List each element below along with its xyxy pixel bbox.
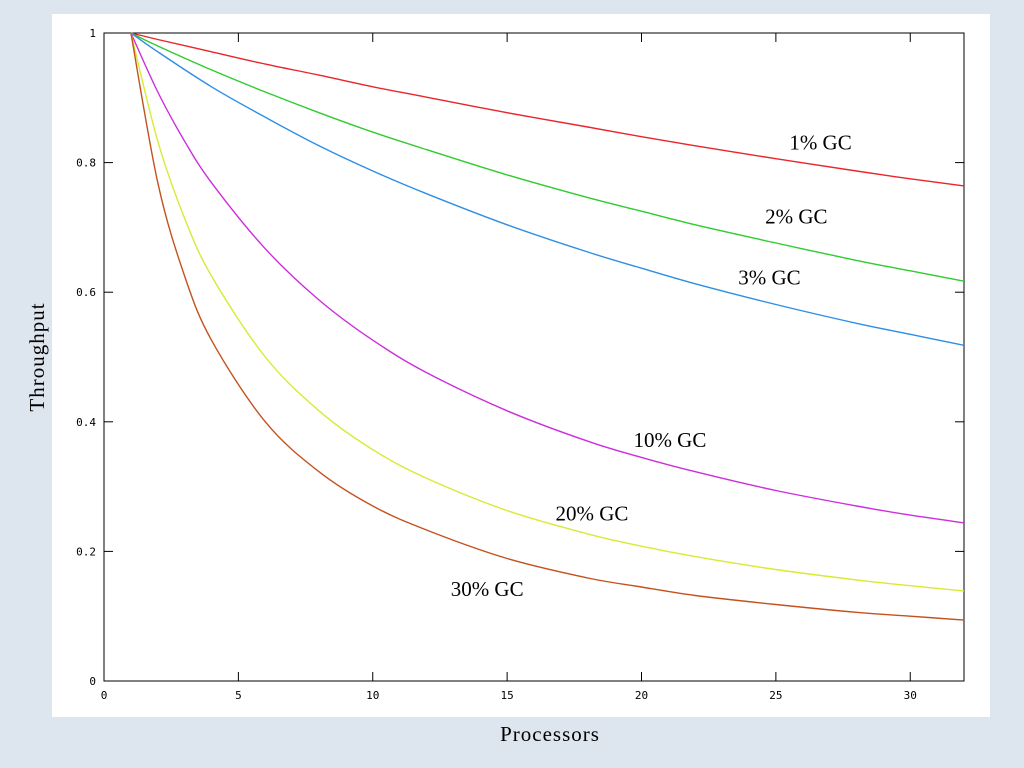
- series-line-10pct-gc: [130, 32, 965, 524]
- y-tick-label: 0.6: [76, 286, 96, 299]
- x-tick-label: 15: [501, 689, 514, 702]
- chart-panel: 0 5 10 15 20 25 30 0 0.2 0.4 0.6 0.8 1 1% GC 2% GC 3% …: [25, 14, 990, 717]
- y-tick-label: 0.2: [76, 545, 96, 558]
- y-tick-label: 0: [89, 675, 96, 688]
- y-axis-title: Throughput: [25, 302, 49, 411]
- x-axis-title: Processors: [500, 722, 600, 746]
- series-label-1pct-gc: 1% GC: [789, 131, 851, 155]
- x-tick-label: 25: [769, 689, 782, 702]
- x-tick-label: 20: [635, 689, 648, 702]
- series-label-10pct-gc: 10% GC: [633, 428, 706, 452]
- x-tick-label: 10: [366, 689, 379, 702]
- y-tick-label: 0.4: [76, 416, 96, 429]
- series-line-30pct-gc: [130, 32, 965, 621]
- series-label-20pct-gc: 20% GC: [556, 501, 629, 525]
- series-label-2pct-gc: 2% GC: [765, 205, 827, 229]
- x-tick-label: 5: [235, 689, 242, 702]
- series-line-3pct-gc: [130, 32, 965, 346]
- x-tick-label: 30: [904, 689, 917, 702]
- x-tick-label: 0: [101, 689, 108, 702]
- y-tick-label: 1: [89, 27, 96, 40]
- series-line-20pct-gc: [130, 32, 965, 592]
- ticks: 0 5 10 15 20 25 30 0 0.2 0.4 0.6 0.8 1: [76, 27, 964, 702]
- series-label-30pct-gc: 30% GC: [451, 577, 524, 601]
- y-tick-label: 0.8: [76, 157, 96, 170]
- axes: [103, 32, 965, 682]
- series-labels: 1% GC 2% GC 3% GC 10% GC 20% GC 30% GC: [451, 131, 852, 601]
- series-label-3pct-gc: 3% GC: [738, 265, 800, 289]
- throughput-chart: 0 5 10 15 20 25 30 0 0.2 0.4 0.6 0.8 1 1% GC 2% GC 3% …: [25, 27, 965, 702]
- series-line-2pct-gc: [130, 32, 965, 282]
- series-line-1pct-gc: [130, 32, 965, 187]
- series-lines: [130, 32, 965, 621]
- plot-frame: [103, 32, 965, 682]
